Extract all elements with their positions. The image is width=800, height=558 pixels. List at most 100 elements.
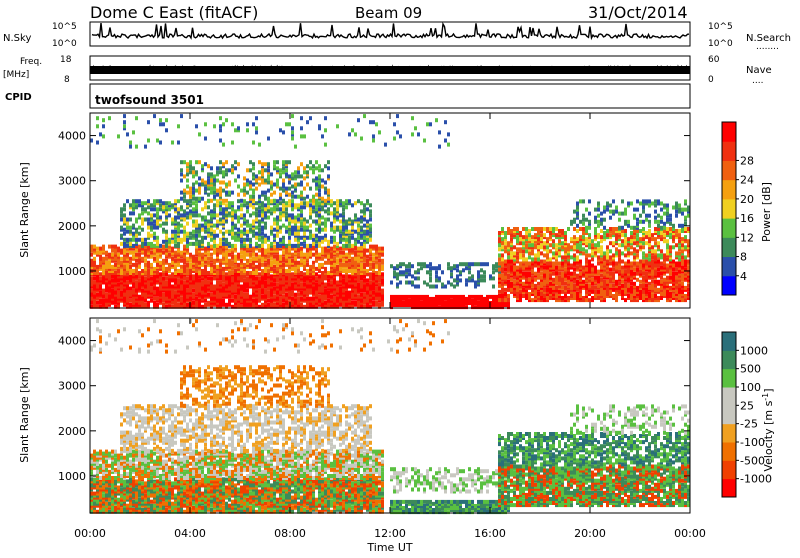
echo-cell (303, 166, 306, 170)
freq-label-line2: [MHz] (3, 70, 29, 80)
echo-cell (474, 281, 477, 285)
echo-cell (444, 295, 447, 299)
echo-cell (216, 281, 219, 285)
echo-cell (129, 226, 132, 230)
echo-cell (633, 268, 636, 272)
echo-cell (258, 205, 261, 209)
echo-cell (297, 166, 300, 170)
echo-cell (198, 176, 201, 180)
echo-cell (414, 295, 417, 299)
echo-cell (636, 268, 639, 272)
echo-cell (99, 276, 102, 280)
echo-cell (126, 226, 129, 230)
echo-cell (117, 253, 120, 257)
echo-cell (231, 255, 234, 259)
echo-cell (612, 268, 615, 272)
echo-cell (198, 271, 201, 275)
echo-cell (105, 251, 108, 255)
echo-cell (369, 263, 372, 267)
echo-cell (543, 260, 546, 264)
echo-cell (321, 222, 324, 226)
echo-cell (654, 288, 657, 292)
echo-cell (480, 303, 483, 307)
echo-cell (621, 284, 624, 288)
echo-cell (342, 207, 345, 211)
echo-cell (246, 168, 249, 172)
echo-cell (675, 262, 678, 266)
echo-cell (102, 265, 105, 269)
echo-cell (681, 274, 684, 278)
echo-cell (555, 276, 558, 280)
echo-cell (240, 230, 243, 234)
echo-cell (105, 261, 108, 265)
echo-cell (330, 281, 333, 285)
echo-cell (339, 213, 342, 217)
echo-cell (264, 168, 267, 172)
echo-cell (234, 236, 237, 240)
echo-cell (309, 166, 312, 170)
echo-cell (288, 228, 291, 232)
echo-cell (297, 232, 300, 236)
echo-cell (174, 259, 177, 263)
echo-cell (330, 247, 333, 251)
echo-cell (318, 253, 321, 257)
echo-cell (129, 218, 132, 222)
echo-cell (444, 285, 447, 289)
echo-cell (153, 244, 156, 248)
echo-cell (258, 272, 261, 276)
echo-cell (327, 160, 330, 164)
echo-cell (231, 164, 234, 168)
echo-cell (357, 199, 360, 203)
echo-cell (369, 224, 372, 228)
echo-cell (186, 199, 189, 203)
echo-cell (267, 216, 270, 220)
echo-cell (126, 199, 129, 203)
echo-cell (255, 242, 258, 246)
echo-cell (324, 199, 327, 203)
echo-cell (120, 226, 123, 230)
echo-cell (195, 220, 198, 224)
echo-cell (429, 266, 432, 270)
echo-cell (150, 255, 153, 259)
echo-cell (570, 282, 573, 286)
echo-cell (171, 285, 174, 289)
echo-cell (300, 213, 303, 217)
echo-cell (684, 294, 687, 298)
echo-cell (609, 290, 612, 294)
echo-cell (135, 253, 138, 257)
echo-cell (261, 295, 264, 299)
echo-cell (477, 270, 480, 274)
echo-cell (315, 207, 318, 211)
echo-cell (315, 199, 318, 203)
echo-cell (204, 230, 207, 234)
echo-cell (414, 285, 417, 289)
echo-cell (132, 224, 135, 228)
echo-cell (339, 247, 342, 251)
echo-cell (651, 260, 654, 264)
echo-cell (300, 228, 303, 232)
echo-cell (213, 249, 216, 253)
echo-cell (234, 209, 237, 213)
echo-cell (108, 245, 111, 249)
echo-cell (240, 189, 243, 193)
echo-cell (195, 160, 198, 164)
echo-cell (222, 232, 225, 236)
echo-cell (351, 244, 354, 248)
echo-cell (246, 271, 249, 275)
echo-cell (300, 291, 303, 295)
echo-cell (681, 282, 684, 286)
echo-cell (324, 267, 327, 271)
echo-cell (345, 244, 348, 248)
echo-cell (678, 296, 681, 300)
echo-cell (252, 166, 255, 170)
echo-cell (348, 244, 351, 248)
echo-cell (195, 224, 198, 228)
echo-cell (186, 172, 189, 176)
echo-cell (603, 280, 606, 284)
echo-cell (588, 260, 591, 264)
echo-cell (294, 170, 297, 174)
echo-cell (315, 166, 318, 170)
nsearch-tick-bottom: 10^0 (708, 39, 733, 49)
echo-cell (198, 187, 201, 191)
echo-cell (204, 247, 207, 251)
